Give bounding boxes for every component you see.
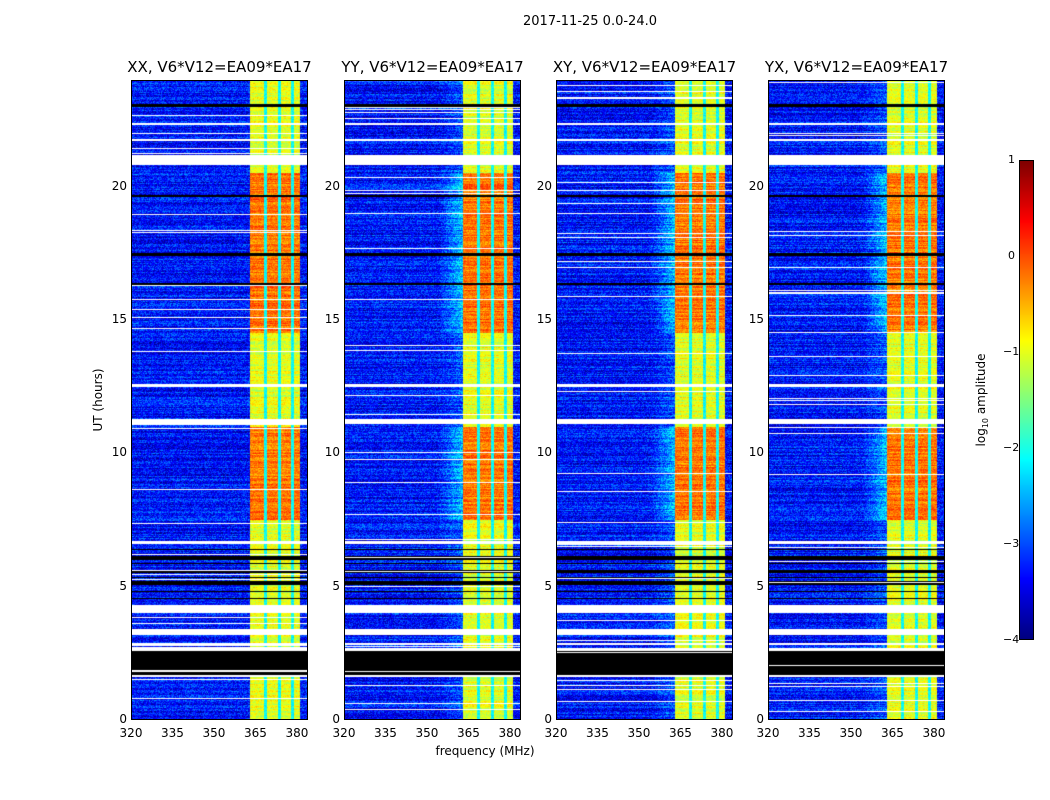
y-tick-label: 20 xyxy=(111,178,127,193)
y-tick-label: 5 xyxy=(332,578,340,593)
panel-title: YY, V6*V12=EA09*EA17 xyxy=(341,58,524,76)
colorbar: 1 0 −1 −2 −3 −4 xyxy=(1003,153,1034,646)
y-tick-label: 20 xyxy=(536,178,552,193)
y-tick-label: 0 xyxy=(332,712,340,726)
panel-title: XY, V6*V12=EA09*EA17 xyxy=(552,58,737,76)
x-tick-label: 335 xyxy=(161,726,184,740)
y-axis-label: UT (hours) xyxy=(91,368,105,432)
x-axis-label: frequency (MHz) xyxy=(435,744,535,758)
axes-frame xyxy=(344,80,521,720)
y-tick-label: 10 xyxy=(324,445,340,460)
spectrogram-heatmap xyxy=(131,80,308,720)
x-tick-label: 350 xyxy=(839,726,863,740)
y-tick-label: 10 xyxy=(536,445,552,460)
y-tick-label: 0 xyxy=(119,712,127,726)
x-tick-label: 350 xyxy=(627,726,651,740)
colorbar-tick-label: −1 xyxy=(1003,345,1020,358)
axes-frame xyxy=(556,80,733,720)
panel-title: XX, V6*V12=EA09*EA17 xyxy=(127,58,312,76)
x-tick-label: 335 xyxy=(374,726,397,740)
x-tick-label: 380 xyxy=(285,726,309,740)
y-tick-label: 0 xyxy=(756,712,764,726)
axes-frame xyxy=(768,80,945,720)
spectrogram-heatmap xyxy=(556,80,733,720)
panel-yx: YX, V6*V12=EA09*EA17 320 335 350 365 380 0 5 10… xyxy=(749,58,948,740)
x-tick-label: 380 xyxy=(710,726,734,740)
colorbar-tick-label: 0 xyxy=(1008,249,1015,262)
x-tick-label: 320 xyxy=(119,726,143,740)
y-tick-label: 15 xyxy=(111,312,127,326)
spectrogram-heatmap xyxy=(768,80,945,720)
x-tick-label: 335 xyxy=(586,726,609,740)
colorbar-tick-label: −2 xyxy=(1003,441,1020,454)
colorbar-tick-label: 1 xyxy=(1008,153,1015,166)
x-tick-label: 320 xyxy=(544,726,568,740)
x-tick-label: 365 xyxy=(881,726,904,740)
colorbar-tick-label: −3 xyxy=(1003,537,1020,550)
colorbar-gradient xyxy=(1019,160,1034,640)
colorbar-label-suffix: amplitude xyxy=(973,353,988,418)
panel-xy: XY, V6*V12=EA09*EA17 320 335 350 365 380 0 5 10… xyxy=(537,58,736,740)
x-tick-label: 350 xyxy=(415,726,439,740)
colorbar-label-sub: 10 xyxy=(981,417,991,429)
x-tick-label: 365 xyxy=(457,726,480,740)
axes-frame xyxy=(131,80,308,720)
y-tick-label: 10 xyxy=(111,445,127,460)
y-tick-label: 20 xyxy=(748,178,764,193)
colorbar-label-log: log xyxy=(973,428,988,447)
y-tick-label: 5 xyxy=(119,578,127,593)
x-tick-label: 320 xyxy=(332,726,356,740)
y-tick-label: 10 xyxy=(748,445,764,460)
y-tick-label: 5 xyxy=(756,578,764,593)
panel-yy: YY, V6*V12=EA09*EA17 320 335 350 365 380 0 5 10… xyxy=(325,58,524,740)
y-tick-label: 20 xyxy=(324,178,340,193)
colorbar-label: log10 amplitude xyxy=(974,354,990,447)
y-tick-label: 5 xyxy=(544,578,552,593)
x-tick-label: 320 xyxy=(756,726,780,740)
x-tick-label: 365 xyxy=(669,726,692,740)
panel-title: YX, V6*V12=EA09*EA17 xyxy=(764,58,949,76)
y-tick-label: 15 xyxy=(748,312,764,326)
spectrogram-heatmap xyxy=(344,80,521,720)
y-tick-label: 15 xyxy=(324,312,340,326)
y-tick-label: 0 xyxy=(544,712,552,726)
x-tick-label: 365 xyxy=(244,726,267,740)
figure-title: 2017-11-25 0.0-24.0 xyxy=(523,14,657,29)
x-tick-label: 350 xyxy=(202,726,226,740)
x-tick-label: 380 xyxy=(498,726,522,740)
x-tick-label: 335 xyxy=(798,726,821,740)
panel-xx: XX, V6*V12=EA09*EA17 320 335 350 365 380 0 5 10… xyxy=(112,58,312,740)
colorbar-tick-label: −4 xyxy=(1003,633,1020,646)
y-tick-label: 15 xyxy=(536,312,552,326)
x-tick-label: 380 xyxy=(922,726,946,740)
